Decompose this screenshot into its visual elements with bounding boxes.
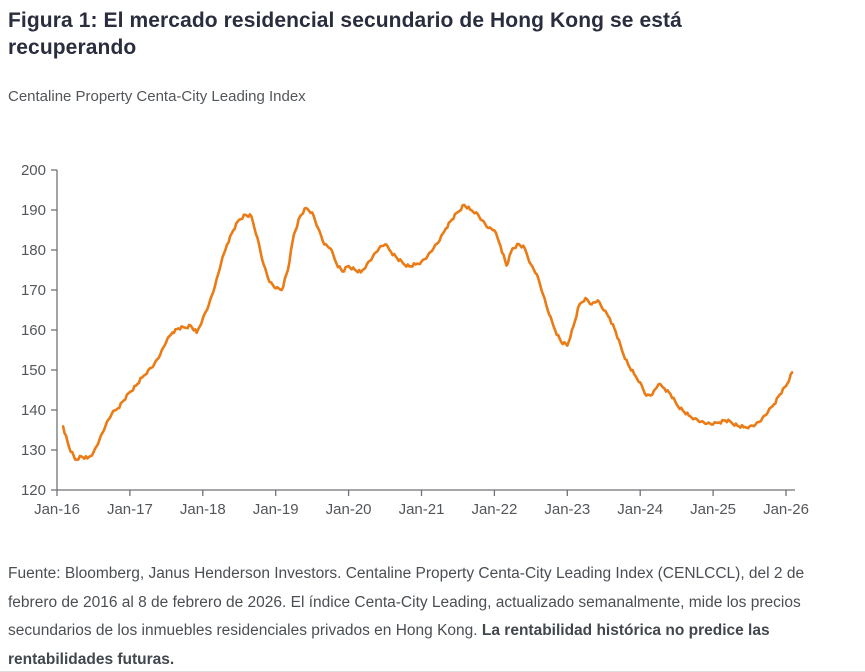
ccl-line-chart: 200 190 180 170 160 150 140 130 120 Jan-16 Jan-17 J…	[21, 162, 809, 518]
y-tick-label: 140	[21, 402, 46, 419]
y-tick-label: 170	[21, 282, 46, 299]
y-tick-label: 190	[21, 202, 46, 219]
x-tick-label: Jan-24	[617, 501, 663, 518]
source-note: Fuente: Bloomberg, Janus Henderson Inves…	[8, 560, 856, 672]
disclaimer-bold-text: La rentabilidad histórica no predice las…	[8, 622, 770, 668]
x-tick-label: Jan-26	[763, 501, 809, 518]
x-tick-label: Jan-17	[107, 501, 153, 518]
x-tick-label: Jan-21	[399, 501, 445, 518]
x-tick-label: Jan-16	[34, 501, 80, 518]
x-tick-label: Jan-25	[690, 501, 736, 518]
figure-subtitle: Centaline Property Centa-City Leading In…	[8, 88, 306, 105]
y-tick-label: 160	[21, 322, 46, 339]
y-tick-label: 120	[21, 482, 46, 499]
y-tick-label: 130	[21, 442, 46, 459]
x-tick-label: Jan-22	[471, 501, 517, 518]
ccl-index-line	[61, 203, 794, 461]
source-note-text: Fuente: Bloomberg, Janus Henderson Inves…	[8, 565, 805, 639]
figure-title: Figura 1: El mercado residencial secunda…	[8, 9, 682, 59]
x-tick-label: Jan-18	[180, 501, 226, 518]
x-tick-label: Jan-23	[544, 501, 590, 518]
x-tick-label: Jan-20	[326, 501, 372, 518]
y-tick-label: 180	[21, 242, 46, 259]
x-tick-label: Jan-19	[253, 501, 299, 518]
y-tick-label: 150	[21, 362, 46, 379]
y-tick-label: 200	[21, 162, 46, 179]
